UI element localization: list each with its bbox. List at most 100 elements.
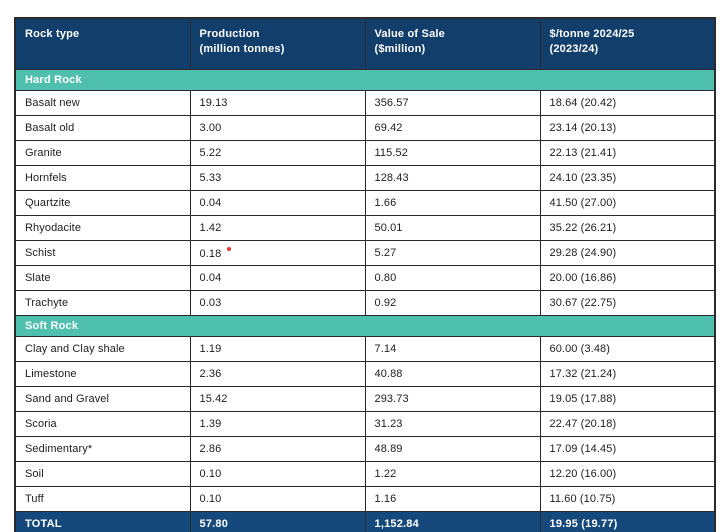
rock-type-cell: Granite (14, 140, 191, 166)
value-of-sale-cell: 1.66 (364, 190, 541, 216)
production-cell: 0.10 (189, 461, 366, 487)
column-header-value-of-sale: Value of Sale ($million) (364, 17, 541, 70)
table-footer: TOTAL 57.80 1,152.84 19.95 (19.77) (14, 511, 716, 532)
section-label: Soft Rock (14, 315, 716, 337)
value-of-sale-cell: 115.52 (364, 140, 541, 166)
table-row: Sand and Gravel 15.42 293.73 19.05 (17.88) (14, 386, 716, 412)
value-of-sale-cell: 7.14 (364, 336, 541, 362)
red-dot-marker-icon (227, 246, 232, 251)
production-cell: 0.03 (189, 290, 366, 316)
total-label-cell: TOTAL (14, 511, 191, 532)
production-cell: 0.04 (189, 265, 366, 291)
total-production-cell: 57.80 (189, 511, 366, 532)
rock-type-cell: Clay and Clay shale (14, 336, 191, 362)
value-of-sale-cell: 128.43 (364, 165, 541, 191)
per-tonne-cell: 60.00 (3.48) (539, 336, 716, 362)
column-subtitle: (2023/24) (549, 43, 599, 55)
rock-type-cell: Rhyodacite (14, 215, 191, 241)
rock-type-cell: Basalt new (14, 90, 191, 116)
table-row: Quartzite 0.04 1.66 41.50 (27.00) (14, 190, 716, 216)
column-header-production: Production (million tonnes) (189, 17, 366, 70)
production-cell: 19.13 (189, 90, 366, 116)
rock-type-cell: Tuff (14, 486, 191, 512)
value-of-sale-cell: 0.92 (364, 290, 541, 316)
table-body: Hard Rock Basalt new 19.13 356.57 18.64 (20.… (14, 69, 716, 512)
table-row: Hornfels 5.33 128.43 24.10 (23.35) (14, 165, 716, 191)
table-row: Tuff 0.10 1.16 11.60 (10.75) (14, 486, 716, 512)
rock-type-cell: Soil (14, 461, 191, 487)
value-of-sale-cell: 50.01 (364, 215, 541, 241)
per-tonne-cell: 19.05 (17.88) (539, 386, 716, 412)
table-row: Schist 0.18 5.27 29.28 (24.90) (14, 240, 716, 266)
per-tonne-cell: 17.09 (14.45) (539, 436, 716, 462)
production-cell: 0.10 (189, 486, 366, 512)
column-subtitle: ($million) (374, 43, 426, 55)
total-per-tonne-cell: 19.95 (19.77) (539, 511, 716, 532)
production-cell: 1.42 (189, 215, 366, 241)
per-tonne-cell: 30.67 (22.75) (539, 290, 716, 316)
production-cell: 2.36 (189, 361, 366, 387)
header-row: Rock type Production (million tonnes) Va… (14, 17, 716, 70)
table-row: Soil 0.10 1.22 12.20 (16.00) (14, 461, 716, 487)
production-cell: 15.42 (189, 386, 366, 412)
value-of-sale-cell: 1.16 (364, 486, 541, 512)
value-of-sale-cell: 1.22 (364, 461, 541, 487)
value-of-sale-cell: 356.57 (364, 90, 541, 116)
per-tonne-cell: 35.22 (26.21) (539, 215, 716, 241)
production-cell: 2.86 (189, 436, 366, 462)
rock-type-cell: Quartzite (14, 190, 191, 216)
column-title: $/tonne 2024/25 (549, 28, 635, 40)
table-header: Rock type Production (million tonnes) Va… (14, 17, 716, 70)
rock-type-cell: Hornfels (14, 165, 191, 191)
value-of-sale-cell: 69.42 (364, 115, 541, 141)
per-tonne-cell: 22.47 (20.18) (539, 411, 716, 437)
rock-type-cell: Basalt old (14, 115, 191, 141)
value-of-sale-cell: 31.23 (364, 411, 541, 437)
table-row: Scoria 1.39 31.23 22.47 (20.18) (14, 411, 716, 437)
rock-production-table: Rock type Production (million tonnes) Va… (14, 17, 716, 532)
section-header-row: Soft Rock (14, 315, 716, 337)
value-of-sale-cell: 40.88 (364, 361, 541, 387)
column-header-rock-type: Rock type (14, 17, 191, 70)
table-row: Limestone 2.36 40.88 17.32 (21.24) (14, 361, 716, 387)
value-of-sale-cell: 5.27 (364, 240, 541, 266)
production-cell: 0.18 (189, 240, 366, 266)
rock-type-cell: Sedimentary* (14, 436, 191, 462)
per-tonne-cell: 23.14 (20.13) (539, 115, 716, 141)
per-tonne-cell: 41.50 (27.00) (539, 190, 716, 216)
per-tonne-cell: 20.00 (16.86) (539, 265, 716, 291)
per-tonne-cell: 17.32 (21.24) (539, 361, 716, 387)
production-cell: 1.19 (189, 336, 366, 362)
table-row: Sedimentary* 2.86 48.89 17.09 (14.45) (14, 436, 716, 462)
value-of-sale-cell: 293.73 (364, 386, 541, 412)
rock-type-cell: Limestone (14, 361, 191, 387)
per-tonne-cell: 18.64 (20.42) (539, 90, 716, 116)
rock-type-cell: Scoria (14, 411, 191, 437)
total-row: TOTAL 57.80 1,152.84 19.95 (19.77) (14, 511, 716, 532)
column-title: Production (199, 28, 260, 40)
rock-type-cell: Schist (14, 240, 191, 266)
rock-type-cell: Sand and Gravel (14, 386, 191, 412)
table-row: Clay and Clay shale 1.19 7.14 60.00 (3.48) (14, 336, 716, 362)
table-row: Rhyodacite 1.42 50.01 35.22 (26.21) (14, 215, 716, 241)
production-cell: 1.39 (189, 411, 366, 437)
production-cell: 5.33 (189, 165, 366, 191)
table-row: Basalt new 19.13 356.57 18.64 (20.42) (14, 90, 716, 116)
column-title: Rock type (25, 28, 80, 40)
column-title: Value of Sale (374, 28, 445, 40)
per-tonne-cell: 24.10 (23.35) (539, 165, 716, 191)
table-row: Basalt old 3.00 69.42 23.14 (20.13) (14, 115, 716, 141)
per-tonne-cell: 12.20 (16.00) (539, 461, 716, 487)
value-of-sale-cell: 0.80 (364, 265, 541, 291)
table-row: Trachyte 0.03 0.92 30.67 (22.75) (14, 290, 716, 316)
rock-type-cell: Trachyte (14, 290, 191, 316)
production-cell: 5.22 (189, 140, 366, 166)
rock-production-table-wrap: Rock type Production (million tonnes) Va… (14, 17, 716, 532)
per-tonne-cell: 22.13 (21.41) (539, 140, 716, 166)
section-header-row: Hard Rock (14, 69, 716, 91)
per-tonne-cell: 11.60 (10.75) (539, 486, 716, 512)
total-value-of-sale-cell: 1,152.84 (364, 511, 541, 532)
rock-type-cell: Slate (14, 265, 191, 291)
section-label: Hard Rock (14, 69, 716, 91)
